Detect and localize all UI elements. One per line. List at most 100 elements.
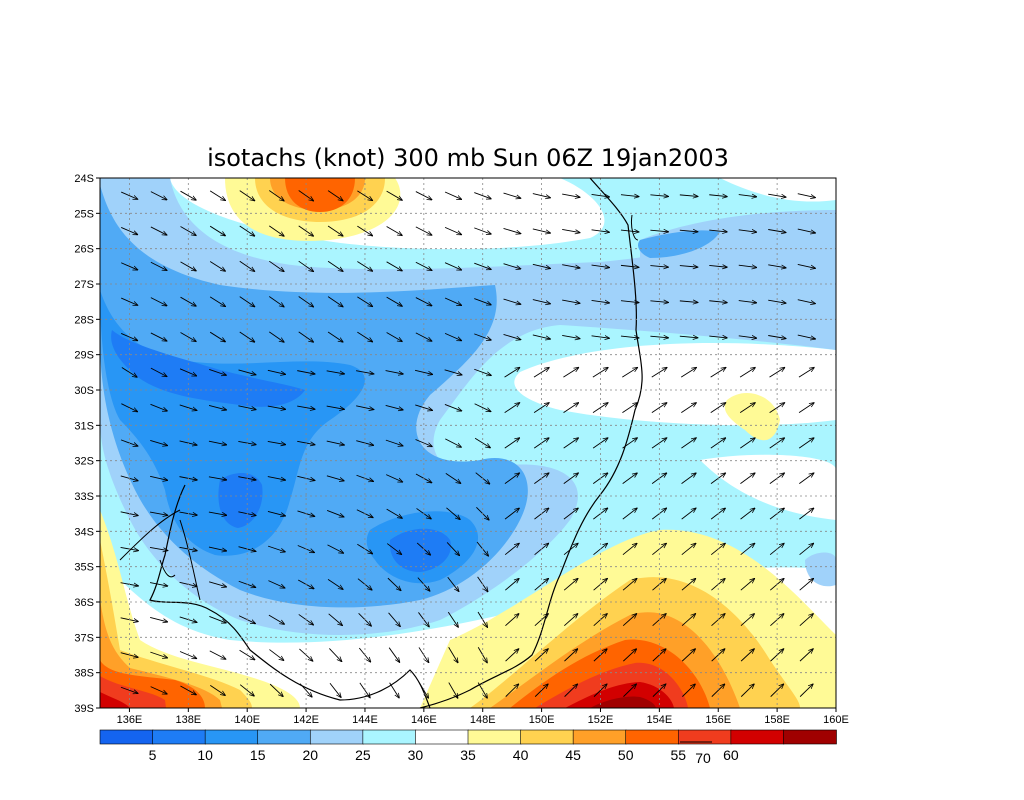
wind-vector	[444, 403, 462, 411]
vector-reference-label: 70	[695, 750, 711, 766]
wind-vector	[740, 508, 755, 520]
wind-vector	[446, 507, 460, 520]
wind-vector	[740, 614, 754, 626]
wind-vector	[445, 472, 461, 483]
wind-vector	[562, 299, 580, 303]
wind-vector	[446, 542, 459, 555]
wind-vector	[238, 405, 256, 410]
x-tick-label: 136E	[117, 714, 143, 726]
coastline	[419, 178, 643, 708]
wind-vector	[357, 190, 372, 201]
wind-vector	[209, 296, 225, 307]
wind-vector	[474, 298, 491, 305]
wind-vector	[651, 368, 667, 378]
wind-vector	[679, 195, 698, 197]
wind-vector	[179, 368, 197, 376]
contour-fill-5-10	[389, 528, 451, 572]
wind-vector	[709, 265, 727, 267]
wind-vector	[150, 617, 167, 621]
wind-vector	[210, 684, 225, 695]
wind-vector	[503, 263, 521, 269]
wind-vector	[709, 195, 727, 197]
wind-vector	[650, 195, 668, 197]
wind-vector	[681, 614, 695, 626]
wind-vector	[297, 405, 315, 409]
wind-vector	[180, 226, 197, 236]
y-tick-label: 35S	[74, 562, 94, 574]
y-tick-label: 28S	[74, 314, 94, 326]
lat-lon-grid	[100, 178, 836, 708]
wind-vector	[563, 473, 579, 485]
wind-vector	[591, 230, 610, 232]
wind-vector	[564, 614, 577, 626]
wind-vector	[267, 511, 285, 515]
wind-vector	[415, 332, 432, 341]
wind-vector	[120, 686, 138, 693]
wind-vector	[532, 334, 551, 339]
wind-vector	[150, 261, 167, 270]
wind-vector	[298, 331, 314, 342]
wind-vector	[386, 261, 403, 271]
wind-vector	[504, 473, 520, 485]
wind-vector	[563, 438, 579, 449]
x-tick-label: 146E	[411, 714, 437, 726]
wind-vector	[532, 228, 551, 233]
wind-vector	[622, 403, 637, 414]
wind-vector	[533, 403, 549, 414]
wind-vector	[386, 508, 403, 518]
wind-vector	[388, 647, 399, 663]
wind-vector	[357, 261, 372, 272]
wind-vector	[357, 331, 372, 342]
wind-vector	[710, 403, 726, 414]
wind-vector	[681, 403, 696, 414]
wind-vector	[740, 684, 754, 697]
wind-vector	[798, 368, 814, 378]
x-tick-label: 142E	[293, 714, 319, 726]
colorbar-label: 20	[302, 747, 318, 763]
x-tick-label: 138E	[175, 714, 201, 726]
wind-vector	[740, 649, 754, 662]
wind-vector	[150, 367, 167, 376]
wind-vector	[267, 545, 285, 552]
y-tick-label: 29S	[74, 350, 94, 362]
wind-vector	[681, 473, 697, 485]
wind-vector	[150, 440, 167, 445]
wind-vector	[298, 260, 314, 271]
wind-vector	[681, 579, 696, 591]
wind-vector	[622, 368, 637, 378]
wind-vector	[739, 368, 755, 378]
colorbar-label: 45	[565, 747, 581, 763]
wind-vector	[503, 333, 521, 339]
wind-vector	[150, 475, 168, 480]
y-tick-label: 24S	[74, 173, 94, 185]
wind-vector	[209, 225, 225, 236]
wind-vector	[562, 193, 580, 197]
x-tick-label: 158E	[764, 714, 790, 726]
wind-vector	[326, 475, 344, 481]
wind-vector	[209, 331, 225, 342]
wind-vector	[768, 264, 786, 268]
colorbar-label: 5	[149, 747, 157, 763]
wind-vector	[622, 614, 636, 626]
wind-vector	[651, 403, 667, 414]
colorbar-swatch	[625, 729, 680, 745]
wind-vector	[768, 229, 786, 232]
wind-vector	[769, 403, 785, 414]
wind-vector	[739, 403, 755, 414]
wind-vector	[622, 438, 638, 449]
y-tick-label: 33S	[74, 491, 94, 503]
wind-vector	[327, 331, 343, 342]
wind-vector	[388, 612, 401, 627]
wind-vector	[180, 332, 197, 342]
wind-vector	[239, 331, 255, 342]
vector-reference: 70	[680, 741, 712, 766]
wind-vector	[562, 334, 580, 338]
wind-vector	[149, 546, 168, 550]
wind-vector	[562, 264, 580, 268]
x-tick-label: 156E	[705, 714, 731, 726]
wind-vector	[448, 682, 458, 699]
wind-vector	[415, 191, 432, 200]
colorbar-swatch	[309, 729, 364, 745]
wind-vector	[328, 613, 343, 626]
wind-vector	[121, 262, 137, 270]
